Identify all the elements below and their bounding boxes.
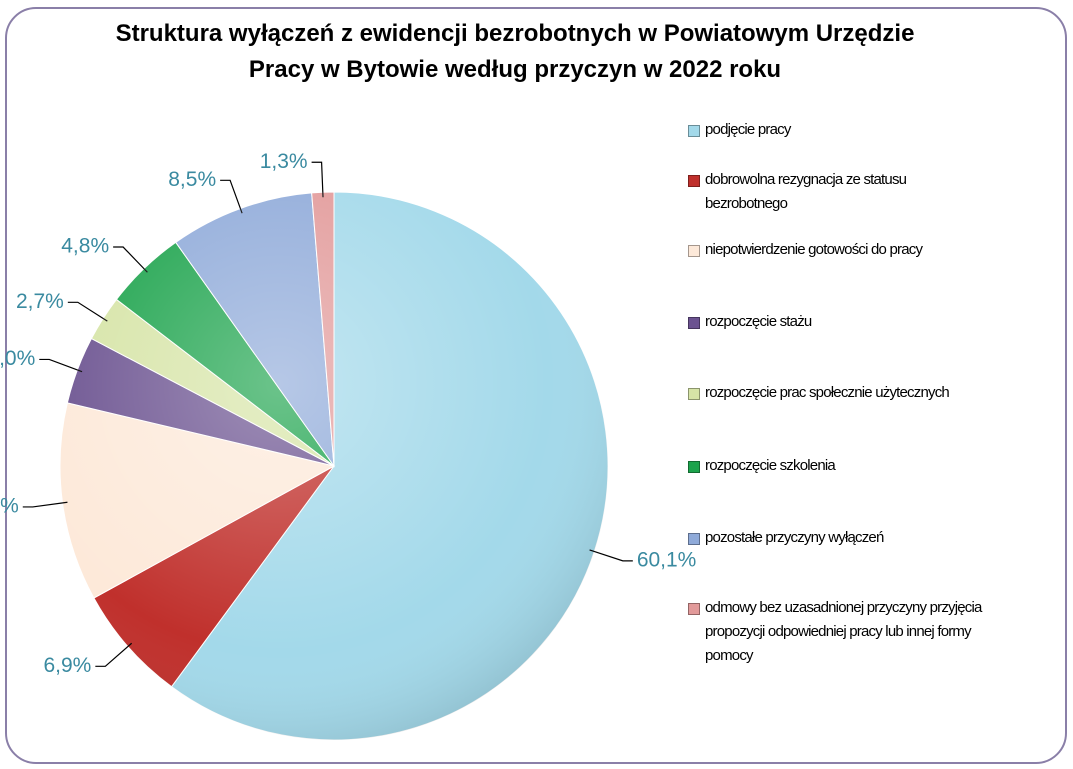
legend-label: dobrowolna rezygnacja ze statusu bezrobo… bbox=[705, 171, 907, 212]
legend-label: pozostałe przyczyny wyłączeń bbox=[705, 529, 884, 546]
data-label: 60,1% bbox=[637, 548, 697, 571]
legend-item: odmowy bez uzasadnionej przyczyny przyję… bbox=[688, 596, 1018, 668]
legend-swatch bbox=[688, 461, 700, 473]
legend-swatch bbox=[688, 175, 700, 187]
legend-swatch bbox=[688, 245, 700, 257]
legend-item: niepotwierdzenie gotowości do pracy bbox=[688, 238, 1048, 262]
legend-item: podjęcie pracy bbox=[688, 118, 1048, 142]
data-label: 6,9% bbox=[43, 654, 91, 677]
legend-swatch bbox=[688, 125, 700, 137]
legend-item: rozpoczęcie szkolenia bbox=[688, 454, 1048, 478]
legend-swatch bbox=[688, 603, 700, 615]
legend-item: dobrowolna rezygnacja ze statusu bezrobo… bbox=[688, 168, 948, 216]
legend-swatch bbox=[688, 388, 700, 400]
data-label: 8,5% bbox=[168, 168, 216, 191]
data-label: 11,7% bbox=[0, 494, 19, 517]
legend-swatch bbox=[688, 317, 700, 329]
legend-swatch bbox=[688, 533, 700, 545]
leader-line bbox=[311, 161, 324, 198]
leader-line bbox=[22, 501, 68, 508]
legend-label: odmowy bez uzasadnionej przyczyny przyję… bbox=[705, 599, 982, 664]
legend-item: rozpoczęcie prac społecznie użytecznych bbox=[688, 381, 1048, 405]
legend-item: rozpoczęcie stażu bbox=[688, 310, 1048, 334]
chart-title: Struktura wyłączeń z ewidencji bezrobotn… bbox=[115, 20, 915, 83]
legend-label: podjęcie pracy bbox=[705, 121, 791, 138]
legend-item: pozostałe przyczyny wyłączeń bbox=[688, 526, 1048, 550]
legend-label: rozpoczęcie stażu bbox=[705, 313, 812, 330]
legend-label: rozpoczęcie prac społecznie użytecznych bbox=[705, 384, 950, 401]
legend-label: rozpoczęcie szkolenia bbox=[705, 457, 836, 474]
data-label: 2,7% bbox=[16, 290, 64, 313]
data-label: 4,8% bbox=[61, 235, 109, 258]
data-label: 1,3% bbox=[260, 150, 308, 173]
legend-label: niepotwierdzenie gotowości do pracy bbox=[705, 241, 923, 258]
data-label: 4,0% bbox=[0, 347, 35, 370]
